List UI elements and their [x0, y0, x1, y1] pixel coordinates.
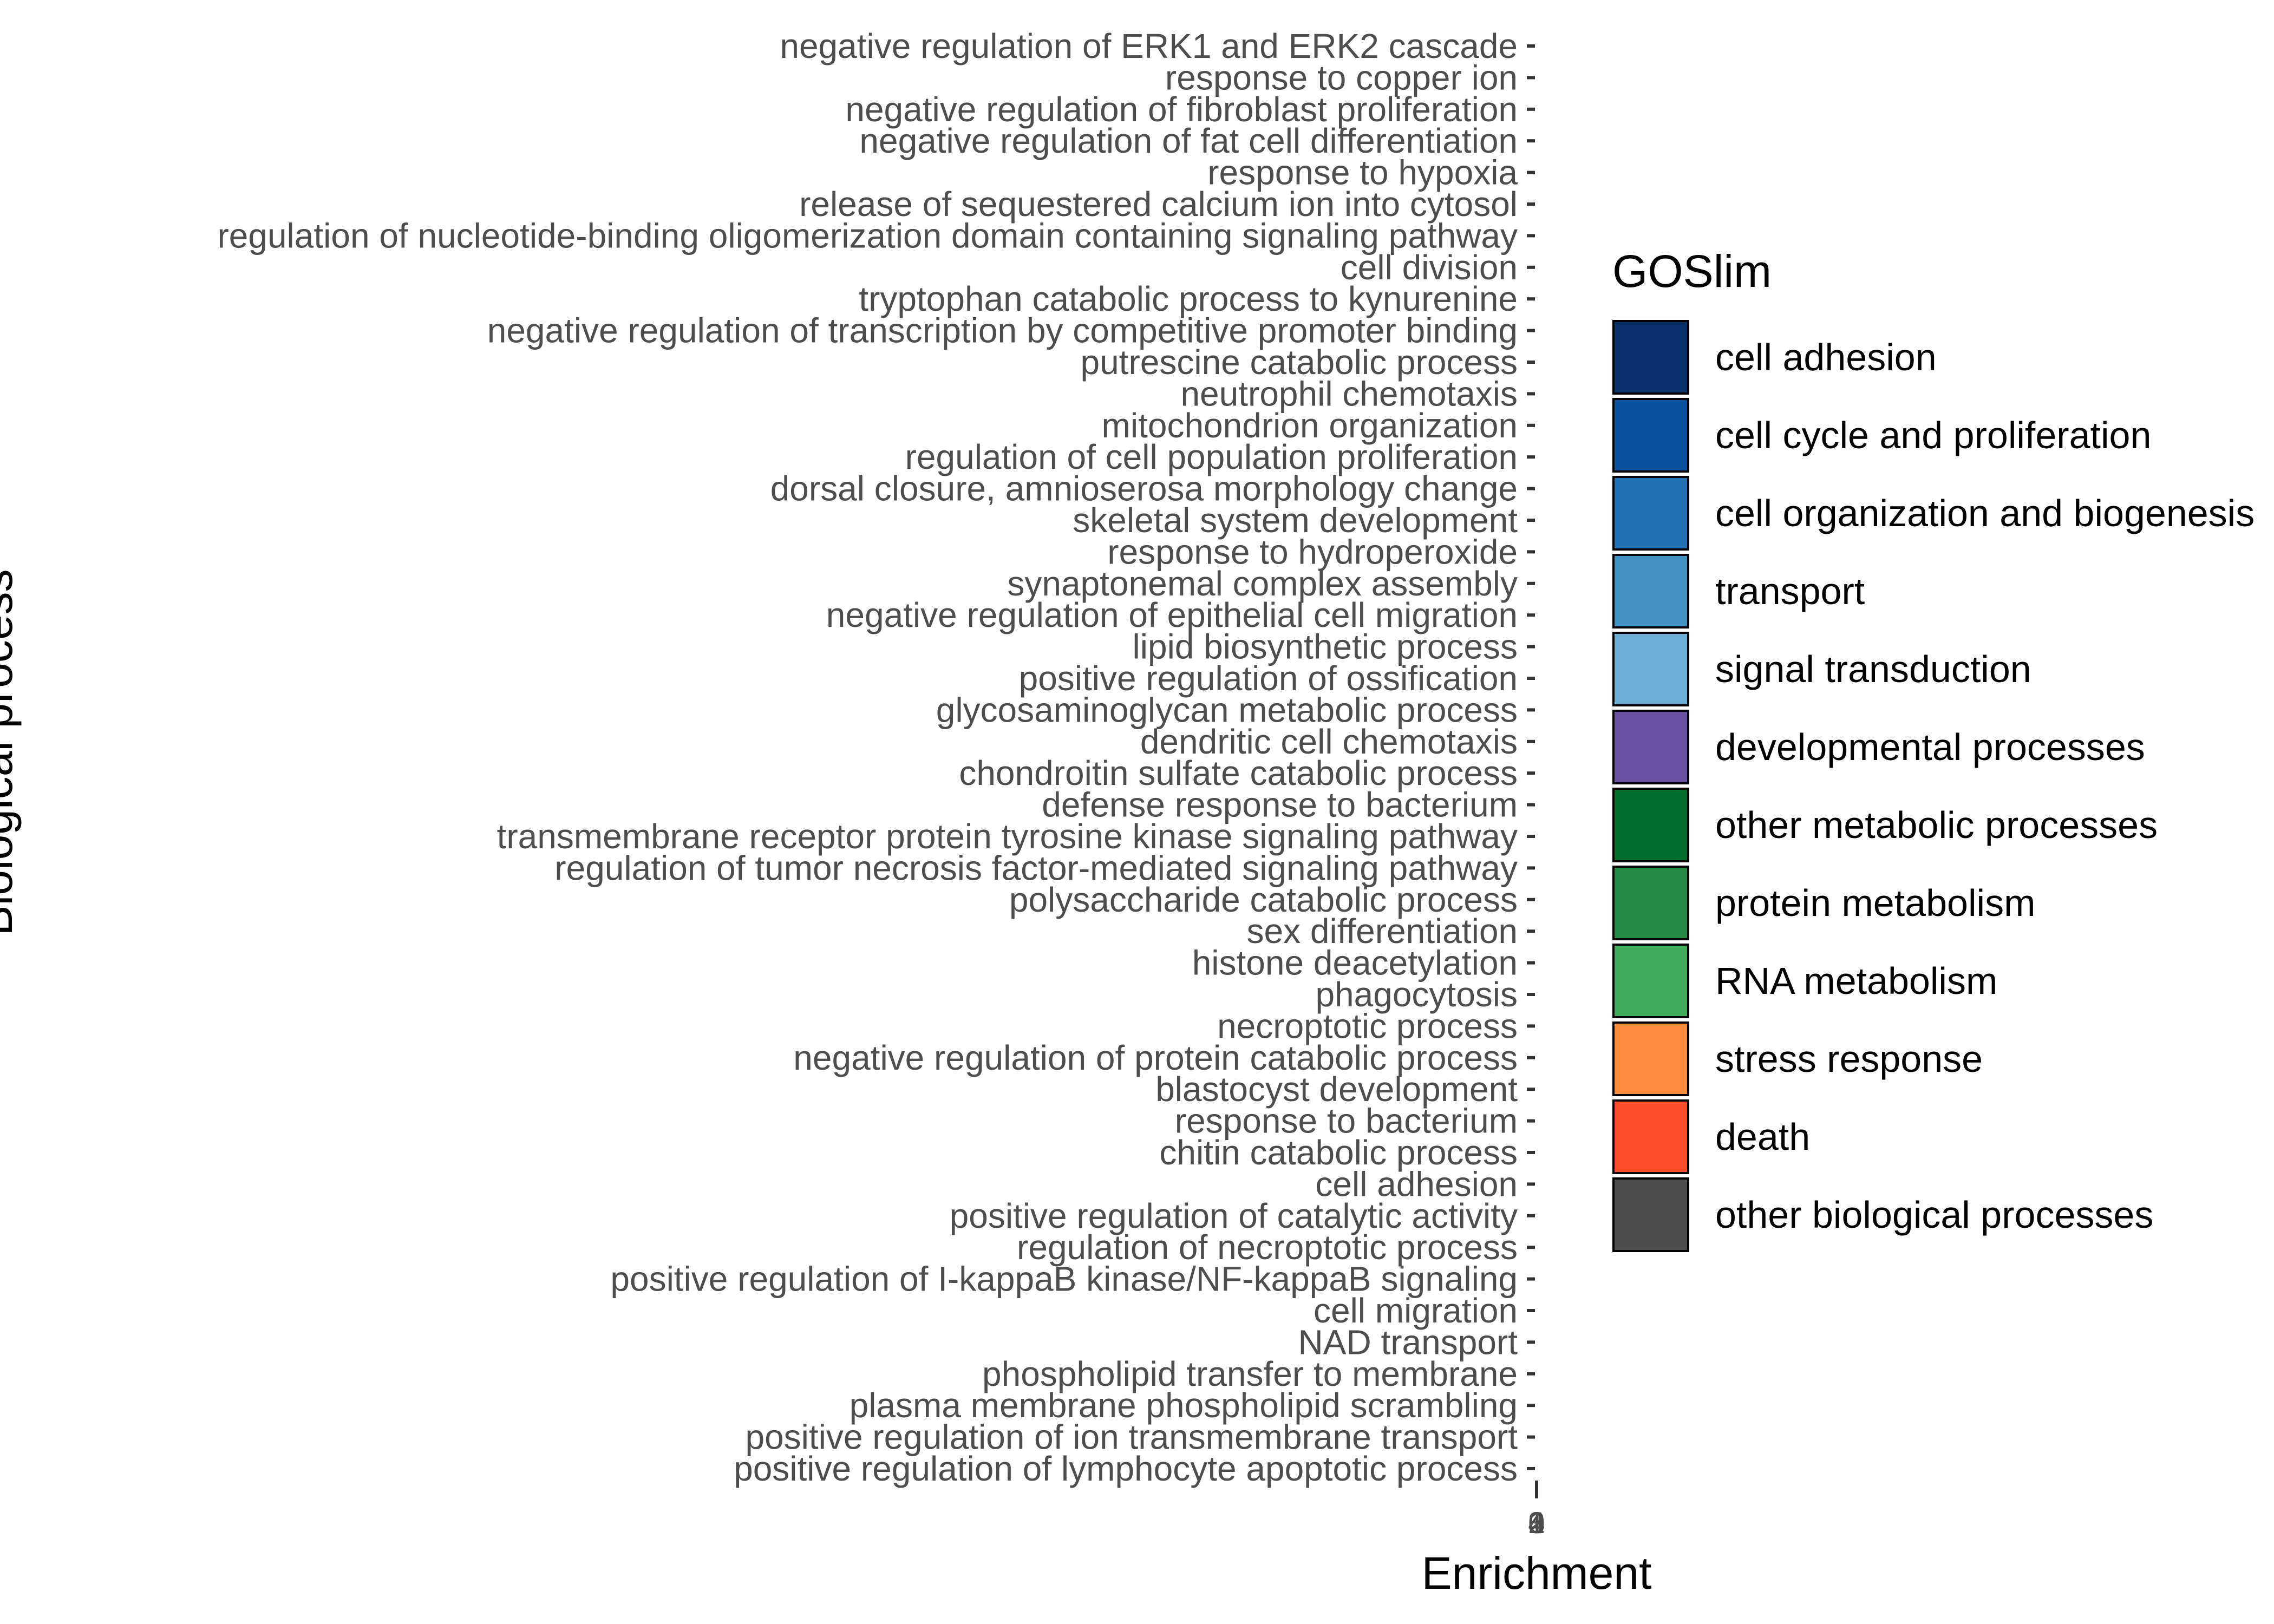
- y-tick-label: positive regulation of ion transmembrane…: [745, 1418, 1518, 1457]
- x-tick-label: 0: [1528, 1505, 1545, 1540]
- y-tick-label: cell adhesion: [1315, 1164, 1518, 1203]
- legend-key: [1612, 1099, 1689, 1174]
- x-tick-label: 4: [1528, 1505, 1545, 1540]
- y-tick-label: negative regulation of protein catabolic…: [793, 1038, 1518, 1077]
- y-tick-label: skeletal system development: [1073, 501, 1518, 540]
- y-tick-label: mitochondrion organization: [1102, 406, 1518, 445]
- legend-key: [1612, 866, 1689, 940]
- x-tick-label: 3: [1528, 1505, 1545, 1540]
- y-tick-label: regulation of tumor necrosis factor-medi…: [554, 848, 1518, 887]
- x-tick-label: 1: [1528, 1505, 1545, 1540]
- y-tick-label: negative regulation of ERK1 and ERK2 cas…: [780, 27, 1518, 66]
- legend-key: [1612, 1021, 1689, 1096]
- legend-key: [1612, 1177, 1689, 1252]
- y-tick-label: blastocyst development: [1155, 1070, 1518, 1109]
- y-tick-label: regulation of nucleotide-binding oligome…: [217, 216, 1518, 255]
- y-tick-label: phospholipid transfer to membrane: [982, 1354, 1518, 1393]
- y-tick-label: negative regulation of fibroblast prolif…: [845, 90, 1518, 129]
- y-tick-label: response to hydroperoxide: [1107, 532, 1518, 571]
- legend-label: signal transduction: [1715, 648, 2031, 690]
- y-tick-label: glycosaminoglycan metabolic process: [936, 690, 1518, 729]
- y-tick-label: lipid biosynthetic process: [1133, 627, 1518, 666]
- x-tick-label: 2: [1528, 1505, 1545, 1540]
- legend-key: [1612, 788, 1689, 862]
- y-tick-label: response to bacterium: [1175, 1102, 1518, 1141]
- y-tick-label: NAD transport: [1298, 1322, 1518, 1361]
- y-tick-label: response to hypoxia: [1207, 153, 1518, 192]
- legend-label: transport: [1715, 570, 1865, 612]
- y-tick-label: negative regulation of epithelial cell m…: [826, 595, 1518, 634]
- y-tick-label: release of sequestered calcium ion into …: [799, 185, 1518, 224]
- legend-key: [1612, 320, 1689, 395]
- y-tick-label: regulation of necroptotic process: [1017, 1228, 1518, 1267]
- y-tick-label: histone deacetylation: [1192, 944, 1518, 983]
- y-tick-label: negative regulation of fat cell differen…: [859, 121, 1518, 160]
- y-axis-title: Biological process: [0, 569, 22, 935]
- legend-key: [1612, 476, 1689, 551]
- y-tick-label: dendritic cell chemotaxis: [1140, 722, 1518, 761]
- legend-label: developmental processes: [1715, 726, 2145, 768]
- y-tick-label: transmembrane receptor protein tyrosine …: [497, 817, 1518, 856]
- x-axis-title: Enrichment: [1422, 1548, 1652, 1599]
- legend-key: [1612, 554, 1689, 628]
- legend-label: other metabolic processes: [1715, 804, 2158, 846]
- y-tick-label: response to copper ion: [1165, 58, 1518, 97]
- legend-title: GOSlim: [1612, 246, 1772, 297]
- y-tick-label: defense response to bacterium: [1042, 785, 1518, 824]
- y-tick-label: positive regulation of catalytic activit…: [950, 1196, 1518, 1235]
- y-tick-label: necroptotic process: [1217, 1006, 1518, 1045]
- y-tick-label: neutrophil chemotaxis: [1180, 374, 1518, 413]
- y-tick-label: negative regulation of transcription by …: [487, 311, 1518, 350]
- y-tick-label: putrescine catabolic process: [1080, 343, 1518, 382]
- legend-label: death: [1715, 1116, 1810, 1158]
- y-tick-label: positive regulation of I-kappaB kinase/N…: [610, 1260, 1518, 1299]
- y-tick-label: dorsal closure, amnioserosa morphology c…: [770, 469, 1518, 508]
- y-tick-label: cell division: [1341, 248, 1518, 287]
- y-tick-label: positive regulation of ossification: [1019, 659, 1518, 698]
- legend-key: [1612, 944, 1689, 1018]
- legend-key: [1612, 710, 1689, 784]
- legend-key: [1612, 632, 1689, 706]
- y-tick-label: regulation of cell population proliferat…: [905, 437, 1518, 476]
- y-tick-label: positive regulation of lymphocyte apopto…: [734, 1449, 1518, 1488]
- y-tick-label: polysaccharide catabolic process: [1009, 880, 1518, 919]
- legend-label: cell organization and biogenesis: [1715, 492, 2255, 534]
- y-tick-label: chitin catabolic process: [1159, 1133, 1518, 1172]
- legend-label: stress response: [1715, 1038, 1983, 1080]
- legend-label: RNA metabolism: [1715, 960, 1997, 1002]
- y-tick-label: tryptophan catabolic process to kynureni…: [859, 279, 1518, 318]
- legend-label: cell cycle and proliferation: [1715, 414, 2151, 456]
- y-tick-label: synaptonemal complex assembly: [1007, 564, 1518, 603]
- y-tick-label: cell migration: [1314, 1291, 1518, 1330]
- y-axis: negative regulation of ERK1 and ERK2 cas…: [217, 27, 1535, 1488]
- legend-label: cell adhesion: [1715, 336, 1937, 378]
- y-tick-label: phagocytosis: [1315, 975, 1518, 1014]
- y-tick-label: sex differentiation: [1247, 912, 1518, 951]
- legend-key: [1612, 398, 1689, 473]
- legend: GOSlim cell adhesion cell cycle and proli…: [1612, 246, 2255, 1252]
- y-tick-label: plasma membrane phospholipid scrambling: [850, 1386, 1518, 1425]
- legend-label: other biological processes: [1715, 1194, 2153, 1236]
- legend-label: protein metabolism: [1715, 882, 2035, 924]
- y-tick-label: chondroitin sulfate catabolic process: [959, 754, 1518, 793]
